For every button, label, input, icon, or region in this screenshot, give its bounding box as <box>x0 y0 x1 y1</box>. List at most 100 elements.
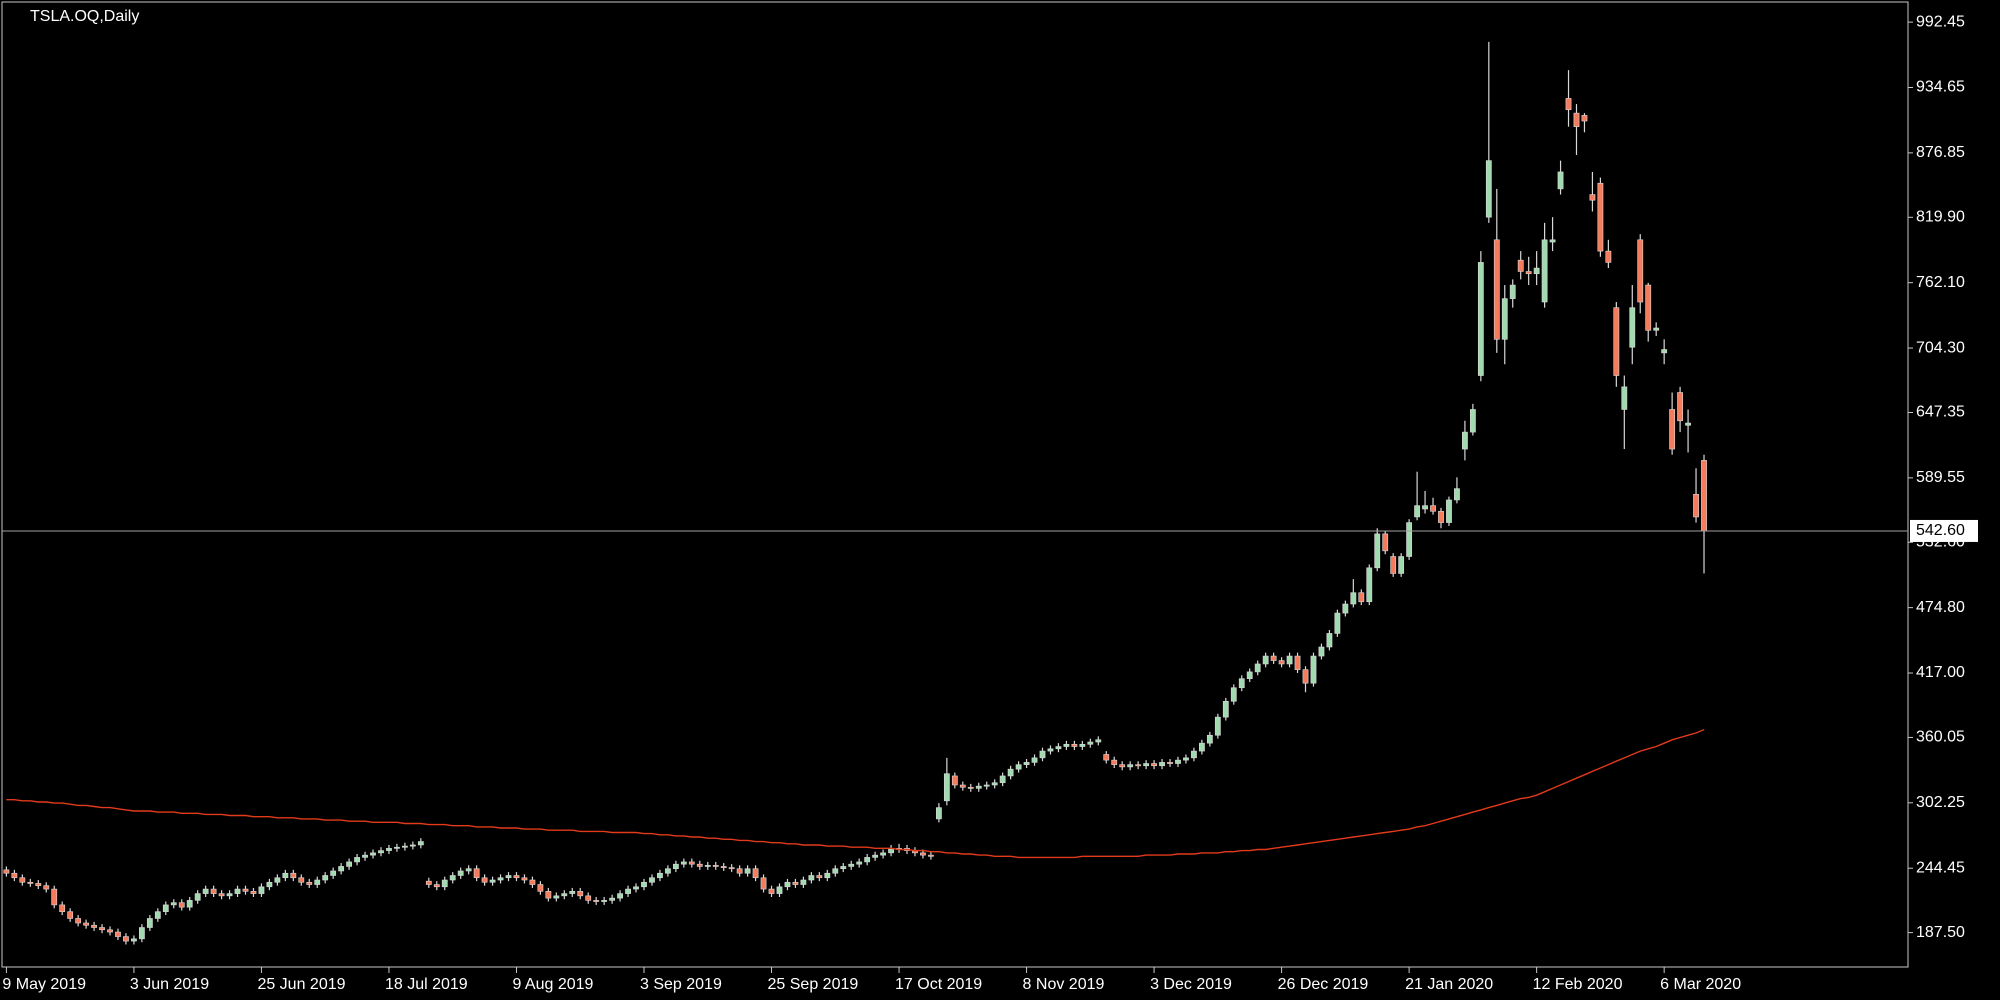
candle-body <box>617 893 623 899</box>
candle-body <box>322 875 329 881</box>
candle-body <box>1477 262 1484 376</box>
x-tick-label: 25 Sep 2019 <box>768 976 859 993</box>
candle-body <box>162 904 169 912</box>
candle-body <box>1469 409 1476 433</box>
candle-body <box>1294 655 1301 670</box>
candle-body <box>680 861 687 865</box>
candle-body <box>1629 307 1636 348</box>
candle-body <box>1278 660 1285 665</box>
candle-body <box>1541 239 1548 303</box>
candle-body <box>234 888 241 894</box>
candle-body <box>99 927 105 931</box>
candle-body <box>688 861 695 865</box>
candle-body <box>417 841 424 846</box>
candle-body <box>1597 182 1604 252</box>
y-tick-label: 876.85 <box>1916 144 1965 161</box>
candle-body <box>1446 499 1452 523</box>
chart-title: TSLA.OQ,Daily <box>30 8 139 25</box>
y-tick-label: 302.25 <box>1916 794 1965 811</box>
candle-body <box>1087 741 1094 745</box>
x-tick-label: 3 Jun 2019 <box>130 976 209 993</box>
candle-body <box>91 924 97 928</box>
candle-body <box>1366 567 1373 603</box>
candle-body <box>1525 271 1532 275</box>
candle-body <box>800 879 807 885</box>
x-tick-label: 3 Dec 2019 <box>1150 976 1232 993</box>
candle-body <box>1063 743 1070 747</box>
candle-body <box>983 784 990 787</box>
candle-body <box>1326 633 1333 648</box>
x-tick-label: 12 Feb 2020 <box>1533 976 1623 993</box>
candle-body <box>1533 267 1540 275</box>
price-label-box <box>1910 519 1978 542</box>
candle-body <box>1135 764 1142 767</box>
candle-body <box>186 900 193 908</box>
candle-body <box>27 881 34 884</box>
moving-average-line <box>6 728 1705 859</box>
candle-body <box>330 870 337 876</box>
y-tick-label: 360.05 <box>1916 729 1965 746</box>
candle-body <box>1565 98 1572 111</box>
y-tick-label: 934.65 <box>1916 79 1965 96</box>
plot-frame <box>1 1 1909 968</box>
candle-body <box>935 807 942 820</box>
candle-body <box>768 888 775 894</box>
candle-body <box>338 866 345 872</box>
candle-body <box>1509 284 1516 299</box>
candle-body <box>728 867 735 870</box>
candle-body <box>601 900 608 902</box>
candle-body <box>1430 505 1436 512</box>
candle-body <box>1669 409 1676 450</box>
candle-body <box>1621 386 1628 410</box>
candle-body <box>394 846 400 849</box>
y-tick-label: 589.55 <box>1916 469 1965 486</box>
candle-body <box>704 865 711 867</box>
candle-body <box>178 902 185 908</box>
candle-body <box>1549 239 1556 243</box>
candle-body <box>577 891 584 897</box>
candle-body <box>362 854 368 858</box>
y-tick-label: 647.35 <box>1916 404 1965 421</box>
y-tick-label: 762.10 <box>1916 274 1965 291</box>
candle-body <box>250 891 257 894</box>
candle-body <box>1151 763 1157 767</box>
x-tick-label: 17 Oct 2019 <box>895 976 982 993</box>
candle-body <box>298 877 305 883</box>
candle-body <box>1111 759 1118 765</box>
candle-body <box>1007 768 1014 777</box>
x-tick-label: 3 Sep 2019 <box>640 976 722 993</box>
candle-body <box>872 854 879 858</box>
candle-body <box>314 879 321 885</box>
candle-body <box>1175 759 1181 764</box>
candle-body <box>465 868 472 872</box>
candle-body <box>951 775 958 786</box>
candle-body <box>1183 757 1189 761</box>
x-tick-label: 18 Jul 2019 <box>385 976 468 993</box>
candle-body <box>1191 750 1197 759</box>
candle-body <box>433 884 440 888</box>
candle-body <box>649 877 655 883</box>
candle-body <box>425 880 432 885</box>
candle-body <box>449 875 456 881</box>
candle-body <box>154 911 161 919</box>
x-tick-label: 9 Aug 2019 <box>512 976 593 993</box>
candle-body <box>696 863 703 867</box>
candle-body <box>561 893 568 897</box>
candle-body <box>1454 488 1460 501</box>
candle-body <box>633 886 639 890</box>
candle-body <box>1701 460 1707 532</box>
x-tick-label: 6 Mar 2020 <box>1660 976 1741 993</box>
candle-body <box>1438 510 1444 523</box>
candle-body <box>975 785 982 789</box>
candle-body <box>1406 522 1413 557</box>
candle-body <box>226 893 233 897</box>
candle-body <box>752 868 759 879</box>
y-tick-label: 244.45 <box>1916 859 1965 876</box>
candle-body <box>497 877 504 881</box>
candle-body <box>1199 742 1205 752</box>
candle-body <box>593 900 600 902</box>
candle-body <box>1095 739 1102 743</box>
candle-body <box>1127 764 1134 768</box>
candle-body <box>712 865 719 867</box>
price-label: 542.60 <box>1916 522 1965 539</box>
